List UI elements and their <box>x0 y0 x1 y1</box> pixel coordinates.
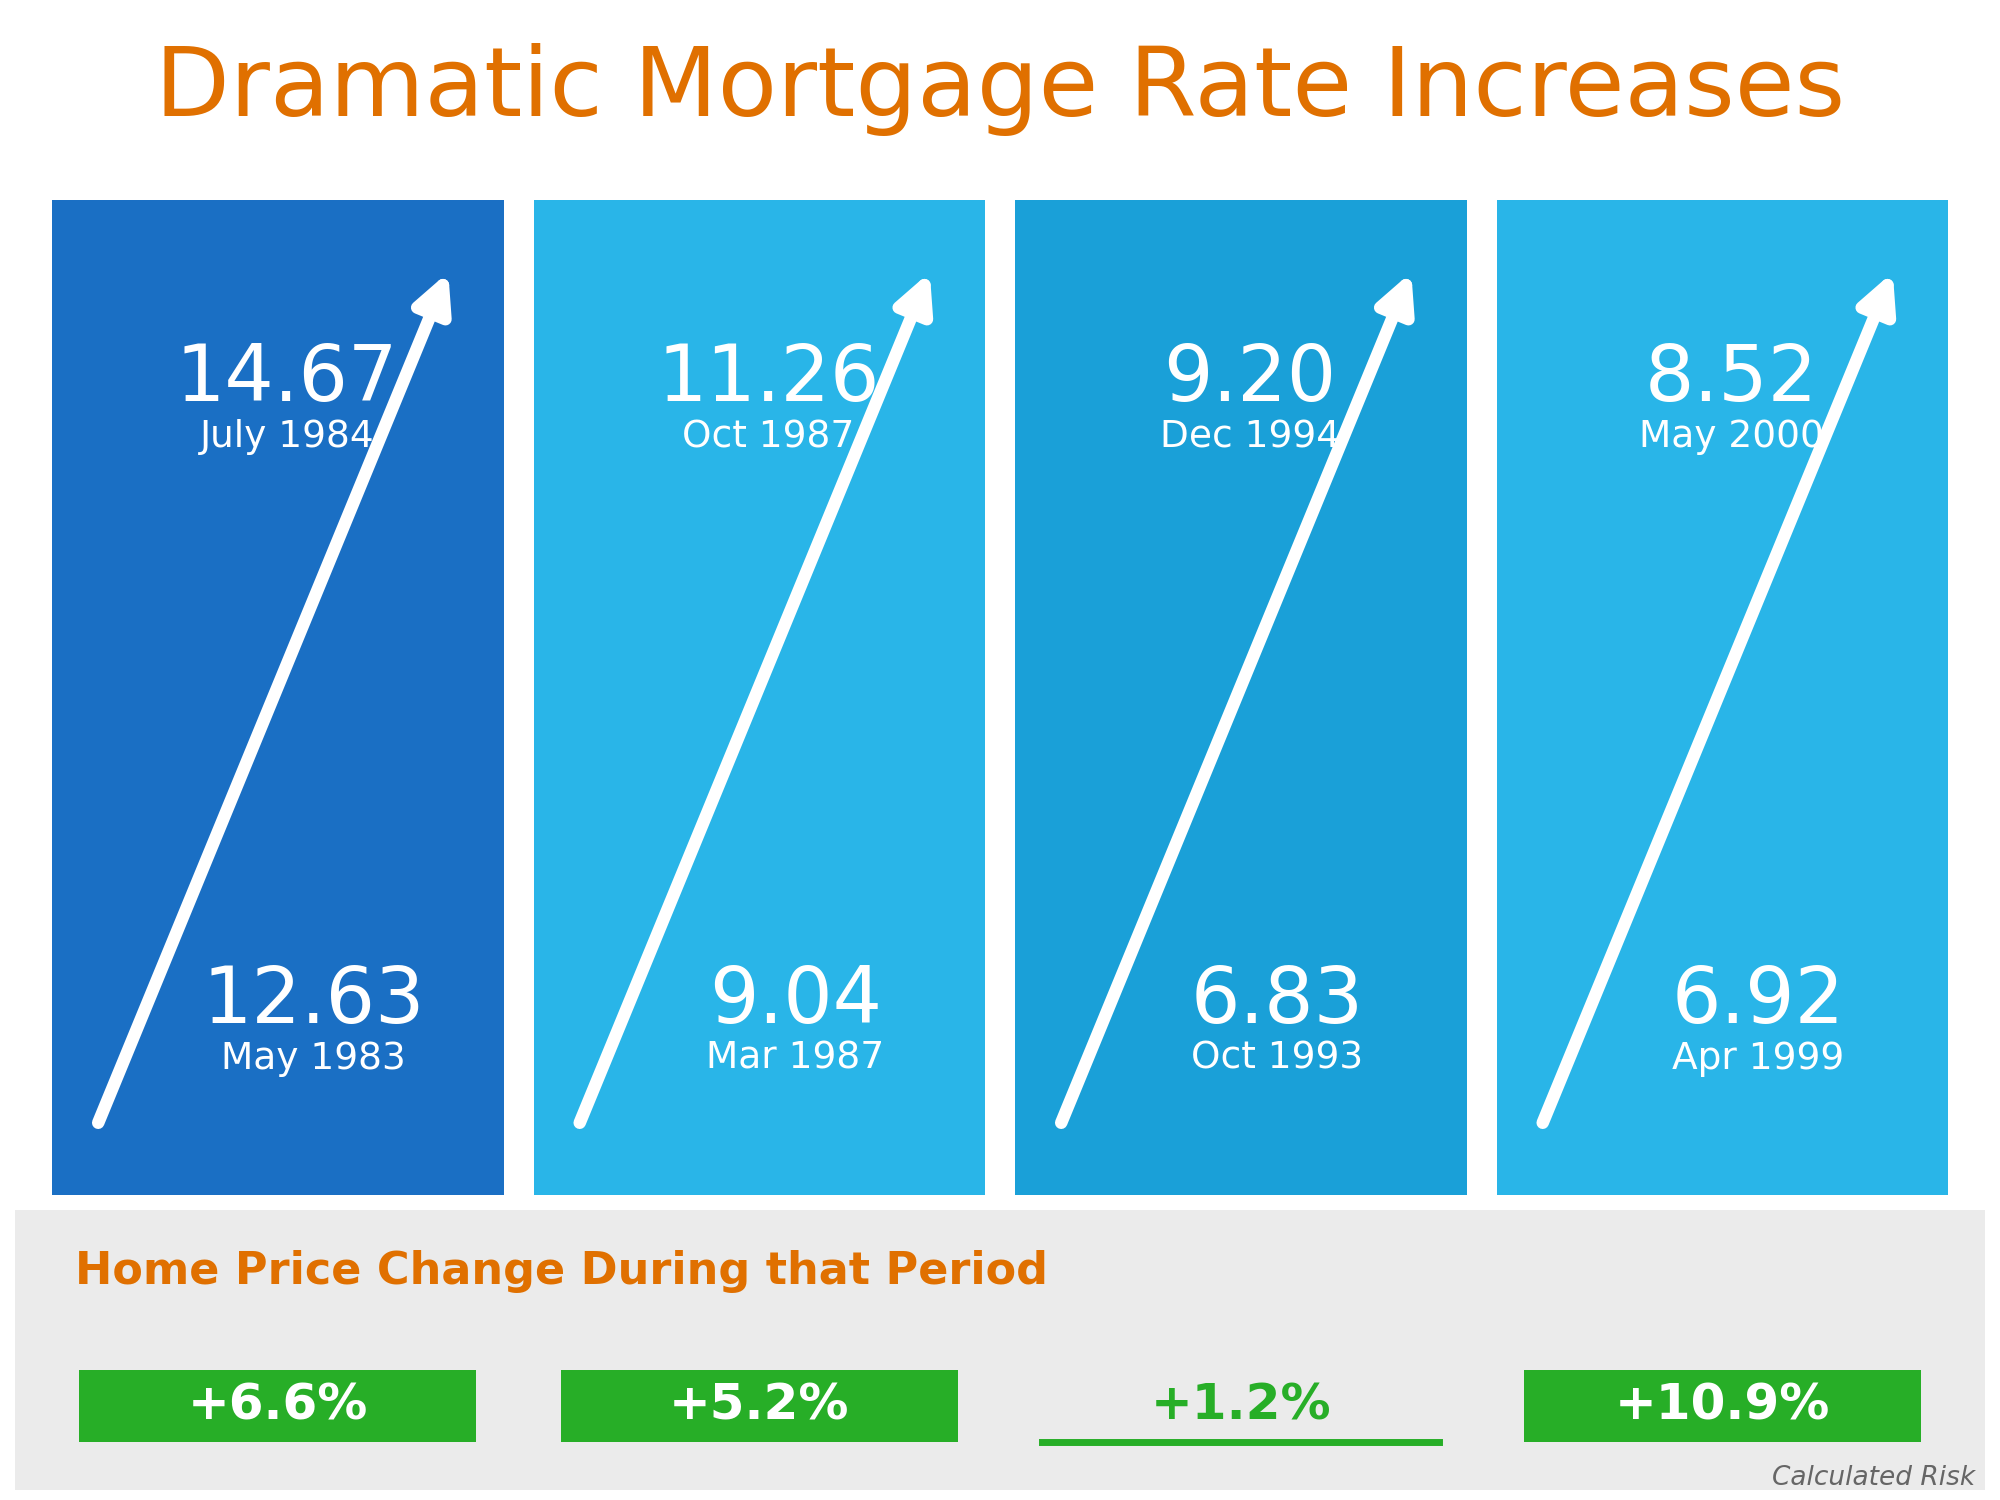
Text: Oct 1987: Oct 1987 <box>682 419 854 454</box>
Bar <box>1016 200 1466 1196</box>
Text: +5.2%: +5.2% <box>670 1382 850 1429</box>
Bar <box>1524 1370 1920 1442</box>
Text: 6.83: 6.83 <box>1190 963 1364 1040</box>
Text: 8.52: 8.52 <box>1644 340 1818 417</box>
Bar <box>16 1210 1984 1490</box>
Text: Dec 1994: Dec 1994 <box>1160 419 1340 454</box>
Text: 9.20: 9.20 <box>1164 340 1336 417</box>
Text: Oct 1993: Oct 1993 <box>1190 1041 1362 1077</box>
Text: 14.67: 14.67 <box>176 340 398 417</box>
Bar <box>534 200 986 1196</box>
Bar <box>52 200 504 1196</box>
Text: Mar 1987: Mar 1987 <box>706 1041 884 1077</box>
Text: 11.26: 11.26 <box>658 340 880 417</box>
Text: 6.92: 6.92 <box>1672 963 1844 1040</box>
Text: +10.9%: +10.9% <box>1614 1382 1830 1429</box>
Text: +1.2%: +1.2% <box>1150 1382 1332 1429</box>
Bar <box>80 1370 476 1442</box>
Text: May 1983: May 1983 <box>222 1041 406 1077</box>
Text: Home Price Change During that Period: Home Price Change During that Period <box>76 1250 1048 1293</box>
Bar <box>1496 200 1948 1196</box>
Text: May 2000: May 2000 <box>1638 419 1824 454</box>
Bar <box>560 1370 958 1442</box>
Text: July 1984: July 1984 <box>200 419 374 454</box>
Text: 9.04: 9.04 <box>708 963 882 1040</box>
Text: +6.6%: +6.6% <box>188 1382 368 1429</box>
Text: Dramatic Mortgage Rate Increases: Dramatic Mortgage Rate Increases <box>154 44 1846 136</box>
Text: 12.63: 12.63 <box>202 963 426 1040</box>
Text: Calculated Risk: Calculated Risk <box>1772 1466 1976 1491</box>
Text: Apr 1999: Apr 1999 <box>1672 1041 1844 1077</box>
